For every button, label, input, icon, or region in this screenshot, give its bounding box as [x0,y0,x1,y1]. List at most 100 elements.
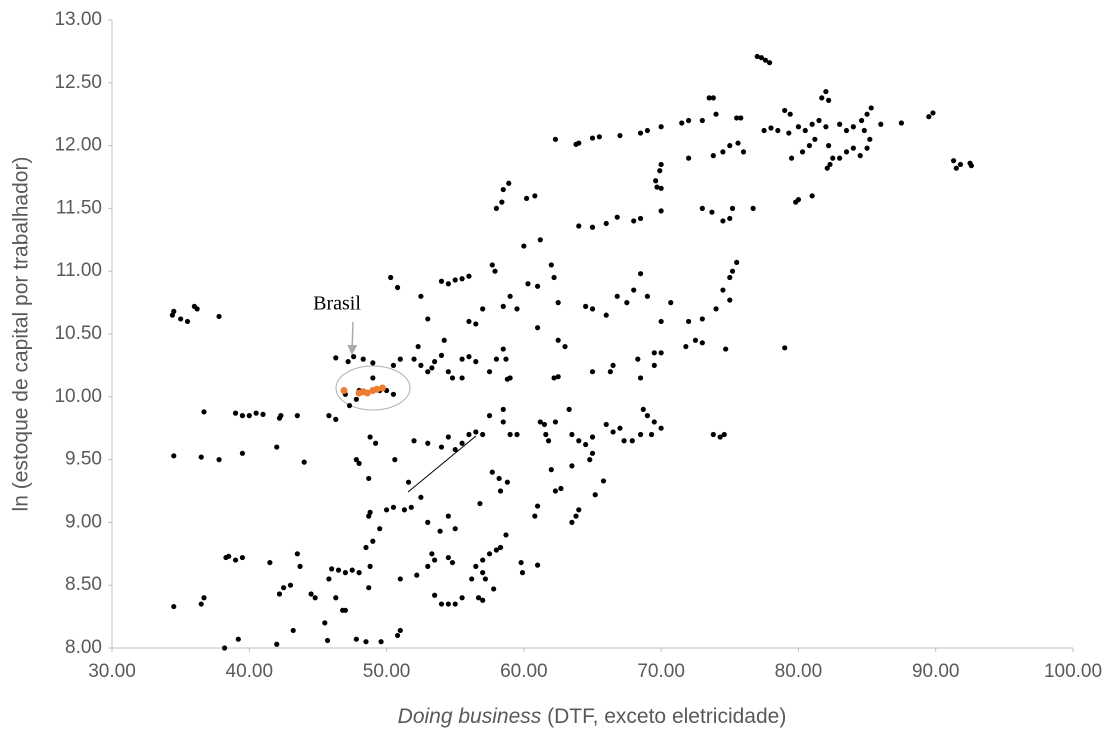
point [267,559,273,566]
point [507,431,513,438]
point [658,208,664,214]
point [589,224,596,230]
point [194,306,200,312]
point [281,585,287,591]
point [610,362,616,368]
x-axis-title-italic: Doing business [398,705,542,728]
point [294,551,300,557]
point [201,595,207,601]
point [500,346,506,352]
point [858,117,865,124]
point [239,450,246,456]
x-tick-label: 60.00 [500,661,548,682]
point [610,429,616,435]
point [438,352,445,358]
point [349,567,355,573]
point [294,413,300,419]
point [198,454,204,460]
point [827,161,833,168]
point [950,158,957,164]
point [617,425,623,431]
point [301,459,307,465]
point [843,149,850,155]
point [514,431,520,438]
point [411,356,417,362]
point [552,136,559,142]
point [223,554,229,561]
point [635,356,641,362]
point [459,375,465,381]
point [637,431,644,438]
point [216,313,222,320]
point [351,354,357,360]
point [373,385,381,393]
point [169,312,176,318]
point [276,591,283,597]
point [534,325,541,331]
point [713,111,719,117]
point [658,185,664,191]
point [735,140,741,146]
point [366,475,372,482]
point [534,562,541,568]
x-axis-title-rest: (DTF, exceto eletricidade) [541,705,786,728]
point [654,184,660,190]
point [576,438,582,444]
point [864,145,870,151]
point [809,121,815,127]
point [392,457,398,463]
point [201,409,207,415]
point [493,356,499,362]
point [589,135,596,141]
point [486,413,493,419]
point [276,415,283,421]
point [232,557,239,563]
point [432,592,438,598]
y-tick-label: 13.00 [54,9,102,30]
point [452,277,458,283]
point [583,441,589,448]
point [555,300,561,306]
point [506,180,512,186]
point [353,636,359,642]
point [600,478,607,484]
point [356,460,362,466]
point [573,141,579,147]
point [727,143,733,149]
point [729,205,736,211]
point [617,132,623,139]
point [408,504,414,510]
point [657,168,663,174]
point [394,284,401,291]
point [603,421,609,428]
point [383,507,390,513]
point [367,434,373,440]
point [603,312,609,318]
point [418,494,424,500]
point [727,297,733,303]
point [480,570,486,576]
point [184,318,191,325]
point [788,155,795,161]
point [658,318,664,325]
point [717,434,723,440]
point [589,306,596,312]
point [178,316,184,322]
x-tick-label: 50.00 [363,661,411,682]
point [637,271,644,277]
point [607,369,613,375]
point [614,293,620,299]
point [308,591,314,597]
point [274,641,280,647]
point [326,413,332,419]
point [548,262,554,268]
point [668,300,674,306]
point [492,268,498,274]
point [710,95,716,101]
point [425,369,431,375]
point [353,457,359,463]
point [370,360,376,366]
point [782,345,788,351]
point [603,220,609,227]
point [795,197,802,203]
